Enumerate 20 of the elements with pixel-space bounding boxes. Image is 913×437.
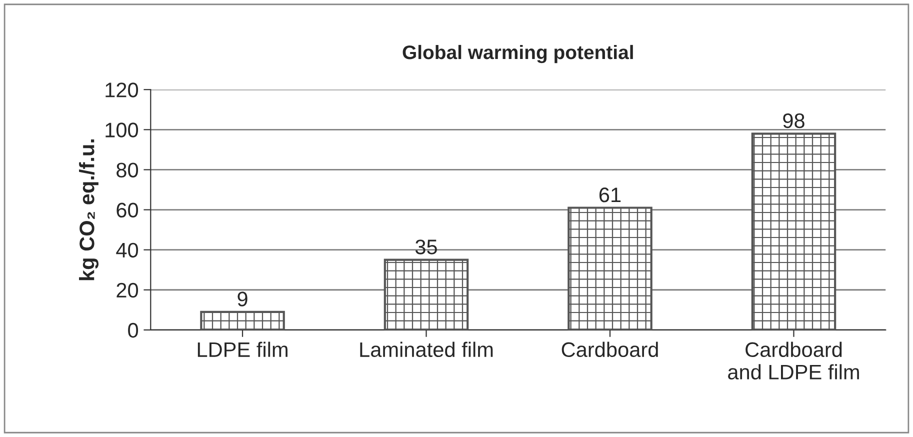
chart-title: Global warming potential (402, 44, 633, 64)
y-tick-label: 20 (116, 282, 138, 298)
data-label: 98 (783, 113, 804, 128)
y-tick-label: 100 (106, 122, 138, 138)
x-tick-label: Laminated film (360, 342, 493, 358)
y-tick-label: 0 (128, 322, 138, 338)
y-axis-title: kg CO₂ eq./f.u. (79, 139, 99, 280)
bar (751, 132, 836, 330)
y-tick-label: 120 (106, 82, 138, 98)
bar (568, 206, 652, 330)
bar (200, 310, 285, 330)
x-tick-label: Cardboard (562, 342, 658, 358)
x-tick-label: Cardboard and LDPE film (728, 342, 859, 380)
x-tick-label: LDPE film (198, 342, 288, 357)
y-tick-label: 80 (116, 162, 138, 178)
data-label: 9 (238, 292, 248, 306)
data-label: 61 (599, 188, 621, 202)
bar (384, 258, 469, 330)
y-tick-label: 40 (116, 242, 138, 258)
y-tick-label: 60 (116, 202, 138, 218)
